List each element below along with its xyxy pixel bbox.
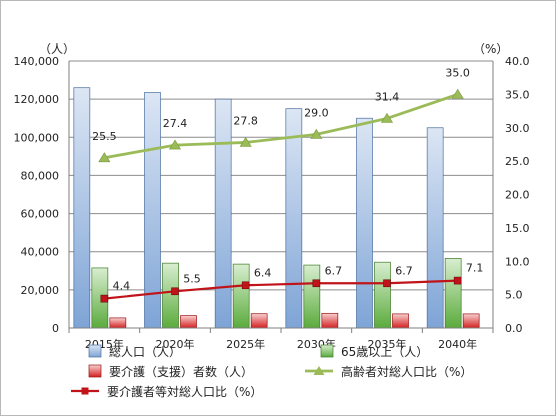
y-right-unit: （%） bbox=[473, 42, 508, 56]
bar-1 bbox=[374, 261, 391, 329]
legend-swatch bbox=[88, 364, 102, 378]
legend-marker bbox=[313, 366, 325, 375]
legend-swatch bbox=[88, 344, 102, 358]
data-label: 6.4 bbox=[254, 266, 272, 279]
y-right-tick-label: 25.0 bbox=[505, 155, 530, 168]
x-tick-label: 2035年 bbox=[368, 337, 407, 351]
y-right-tick-label: 20.0 bbox=[505, 189, 530, 202]
legend-marker bbox=[81, 387, 89, 395]
y-right-tick-label: 35.0 bbox=[505, 88, 530, 101]
line-point-0 bbox=[239, 136, 252, 147]
y-right-tick-label: 10.0 bbox=[505, 255, 530, 268]
bar-0 bbox=[356, 117, 373, 329]
y-right-tick-label: 0.0 bbox=[505, 322, 523, 335]
data-label: 27.4 bbox=[163, 117, 188, 130]
y-left-tick-label: 0 bbox=[52, 322, 59, 335]
bar-0 bbox=[214, 98, 232, 329]
y-left-unit: （人） bbox=[39, 42, 75, 56]
data-label: 35.0 bbox=[445, 66, 470, 79]
bar-0 bbox=[285, 108, 303, 329]
data-label: 6.7 bbox=[325, 264, 343, 277]
bar-2 bbox=[462, 313, 480, 329]
bar-0 bbox=[73, 87, 91, 329]
bar-0 bbox=[426, 127, 444, 329]
bar-1 bbox=[232, 263, 250, 329]
line-point-0 bbox=[380, 112, 394, 123]
legend-label: 65歳以上（人） bbox=[341, 345, 428, 359]
data-label: 7.1 bbox=[466, 262, 484, 275]
bar-2 bbox=[180, 315, 197, 329]
y-left-tick-label: 40,000 bbox=[21, 246, 60, 259]
legend-label: 総人口（人） bbox=[109, 345, 181, 359]
x-tick-label: 2040年 bbox=[438, 337, 477, 351]
data-label: 4.4 bbox=[113, 280, 131, 293]
bar-2 bbox=[321, 312, 339, 329]
line-point-1 bbox=[312, 279, 321, 288]
x-tick-label: 2020年 bbox=[156, 337, 195, 351]
y-right-tick-label: 5.0 bbox=[505, 289, 523, 302]
legend-label: 要介護者等対総人口比（%） bbox=[107, 384, 262, 399]
series-line-0 bbox=[104, 93, 459, 160]
y-left-tick-label: 100,000 bbox=[14, 131, 60, 144]
bar-2 bbox=[250, 313, 268, 329]
data-label: 5.5 bbox=[183, 272, 201, 285]
legend-label: 要介護（支援）者数（人） bbox=[109, 364, 253, 379]
line-point-1 bbox=[241, 281, 250, 290]
line-point-1 bbox=[383, 279, 391, 288]
bar-2 bbox=[392, 313, 409, 329]
y-left-tick-label: 20,000 bbox=[21, 284, 60, 297]
line-point-0 bbox=[98, 152, 111, 163]
y-right-tick-label: 40.0 bbox=[505, 55, 530, 68]
data-label: 27.8 bbox=[233, 114, 258, 127]
y-right-tick-label: 15.0 bbox=[505, 222, 530, 235]
series-line-1 bbox=[104, 279, 458, 300]
y-right-tick-label: 30.0 bbox=[505, 122, 530, 135]
line-point-1 bbox=[171, 287, 179, 296]
y-left-tick-label: 60,000 bbox=[21, 208, 60, 221]
legend-label: 高齢者対総人口比（%） bbox=[341, 364, 472, 379]
y-left-tick-label: 140,000 bbox=[14, 55, 60, 68]
bar-1 bbox=[444, 258, 462, 329]
line-point-1 bbox=[100, 294, 109, 303]
bar-1 bbox=[162, 262, 179, 329]
y-left-tick-label: 80,000 bbox=[21, 169, 60, 182]
line-point-0 bbox=[310, 128, 323, 139]
data-label: 25.5 bbox=[92, 130, 117, 143]
bar-1 bbox=[303, 264, 321, 329]
data-label: 29.0 bbox=[304, 106, 329, 119]
bar-2 bbox=[109, 317, 127, 329]
line-point-1 bbox=[453, 276, 462, 285]
y-left-tick-label: 120,000 bbox=[14, 93, 60, 106]
line-point-0 bbox=[451, 88, 464, 99]
data-label: 31.4 bbox=[375, 90, 400, 103]
data-label: 6.7 bbox=[395, 264, 413, 277]
line-point-0 bbox=[168, 139, 182, 150]
legend-swatch bbox=[320, 344, 334, 358]
x-tick-label: 2025年 bbox=[226, 337, 265, 351]
